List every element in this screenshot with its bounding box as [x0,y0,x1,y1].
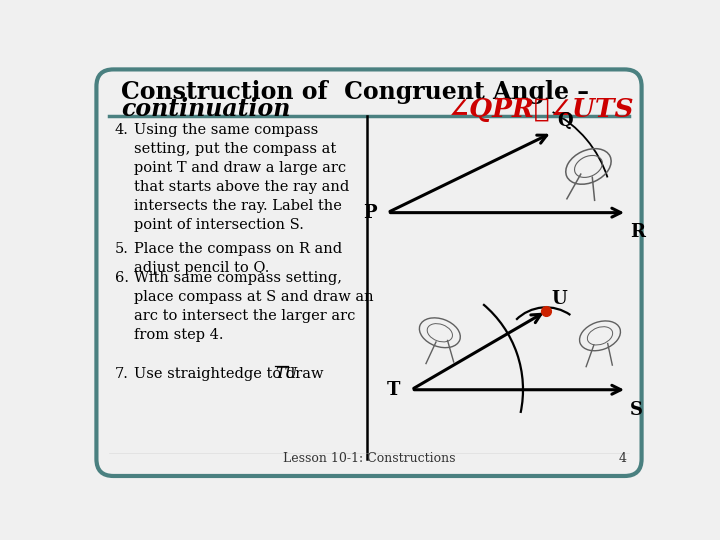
Text: 5.: 5. [115,242,129,256]
Text: Place the compass on R and
adjust pencil to Q.: Place the compass on R and adjust pencil… [134,242,342,275]
Text: TU: TU [275,367,297,381]
Text: R: R [630,224,645,241]
Text: ∠QPR≅∠UTS: ∠QPR≅∠UTS [448,97,634,122]
Text: 6.: 6. [115,271,129,285]
Text: U: U [552,290,567,308]
Text: 4: 4 [619,452,627,465]
Text: S: S [630,401,643,418]
Text: Construction of  Congruent Angle –: Construction of Congruent Angle – [121,80,589,104]
Text: With same compass setting,
place compass at S and draw an
arc to intersect the l: With same compass setting, place compass… [134,271,374,342]
Text: 4.: 4. [115,123,129,137]
Text: T: T [387,381,400,399]
Text: Lesson 10-1: Constructions: Lesson 10-1: Constructions [283,452,455,465]
Text: 7.: 7. [115,367,129,381]
FancyBboxPatch shape [96,70,642,476]
Text: Use straightedge to draw: Use straightedge to draw [134,367,328,381]
Text: Using the same compass
setting, put the compass at
point T and draw a large arc
: Using the same compass setting, put the … [134,123,349,232]
Text: Q: Q [557,111,572,130]
Text: P: P [363,204,377,221]
Text: continuation: continuation [121,97,290,121]
